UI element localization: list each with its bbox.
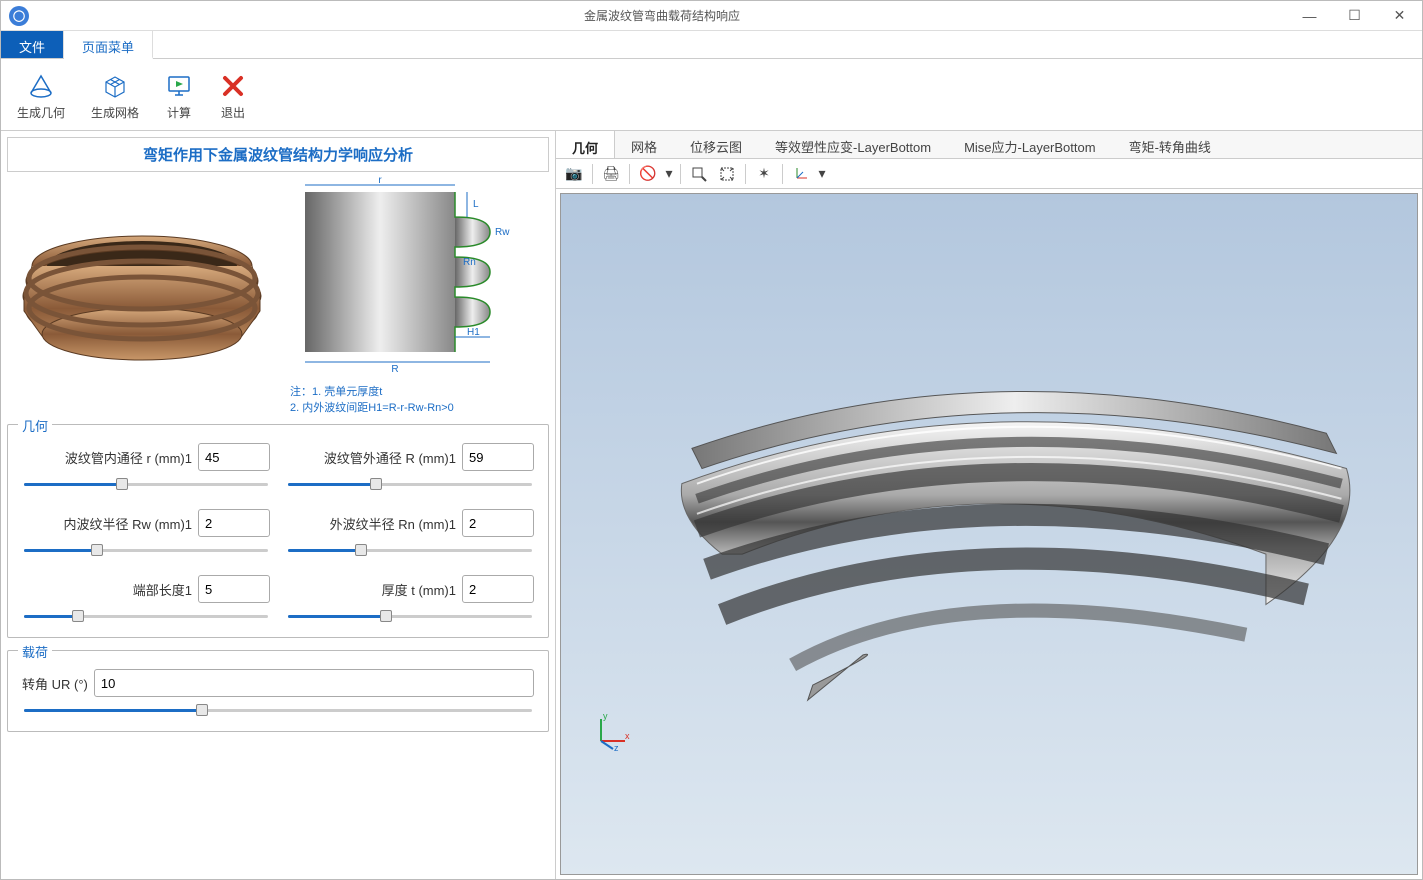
view-tab-2[interactable]: 位移云图 xyxy=(674,131,759,158)
param-rotation-angle: 转角 UR (°) xyxy=(22,669,534,717)
mesh-cube-icon xyxy=(101,72,129,100)
param-input-4[interactable] xyxy=(198,575,270,603)
axis-gizmo-icon: y x z xyxy=(591,711,631,754)
param-input-5[interactable] xyxy=(462,575,534,603)
param-label-1: 波纹管外通径 R (mm)1 xyxy=(286,448,456,467)
param-label-4: 端部长度1 xyxy=(22,580,192,599)
svg-text:z: z xyxy=(614,743,619,751)
param-slider-1[interactable] xyxy=(288,477,532,491)
app-window: ◯ 金属波纹管弯曲载荷结构响应 — ☐ ✕ 文件 页面菜单 生成几何 生成网格 xyxy=(0,0,1423,880)
svg-text:L: L xyxy=(473,199,479,210)
param-label-5: 厚度 t (mm)1 xyxy=(286,580,456,599)
camera-icon[interactable]: 📷 xyxy=(562,162,586,186)
pick-star-icon[interactable]: ✶ xyxy=(752,162,776,186)
param-label-2: 内波纹半径 Rw (mm)1 xyxy=(22,514,192,533)
geometry-group: 几何 波纹管内通径 r (mm)1 波纹管外通径 R (mm)1 内波纹半径 R… xyxy=(7,424,549,638)
rotation-angle-slider[interactable] xyxy=(24,703,532,717)
param-3: 外波纹半径 Rn (mm)1 xyxy=(286,509,534,557)
gen-mesh-label: 生成网格 xyxy=(91,104,139,121)
param-slider-5[interactable] xyxy=(288,609,532,623)
param-2: 内波纹半径 Rw (mm)1 xyxy=(22,509,270,557)
view-tab-4[interactable]: Mise应力-LayerBottom xyxy=(948,131,1112,158)
app-logo-icon: ◯ xyxy=(9,6,29,26)
param-5: 厚度 t (mm)1 xyxy=(286,575,534,623)
view-toolbar: 📷 🖨 🚫 ▾ ✶ ▾ xyxy=(556,159,1422,189)
close-button[interactable]: ✕ xyxy=(1377,1,1422,31)
bellows-render-image xyxy=(7,176,276,416)
param-4: 端部长度1 xyxy=(22,575,270,623)
cone-icon xyxy=(27,72,55,100)
param-1: 波纹管外通径 R (mm)1 xyxy=(286,443,534,491)
axes-icon[interactable] xyxy=(789,162,813,186)
svg-text:x: x xyxy=(625,731,630,741)
param-slider-2[interactable] xyxy=(24,543,268,557)
gen-geometry-label: 生成几何 xyxy=(17,104,65,121)
geometry-legend: 几何 xyxy=(18,416,52,435)
exit-button[interactable]: 退出 xyxy=(213,68,253,125)
forbid-dropdown-icon[interactable]: ▾ xyxy=(664,162,674,186)
param-input-2[interactable] xyxy=(198,509,270,537)
param-input-0[interactable] xyxy=(198,443,270,471)
view-tab-3[interactable]: 等效塑性应变-LayerBottom xyxy=(759,131,948,158)
view-tab-1[interactable]: 网格 xyxy=(615,131,674,158)
axes-dropdown-icon[interactable]: ▾ xyxy=(817,162,827,186)
param-slider-3[interactable] xyxy=(288,543,532,557)
view-tab-0[interactable]: 几何 xyxy=(556,131,615,158)
maximize-button[interactable]: ☐ xyxy=(1332,1,1377,31)
left-panel: 弯矩作用下金属波纹管结构力学响应分析 xyxy=(1,131,555,879)
diagram-note: 注：1. 壳单元厚度t 2. 内外波纹间距H1=R-r-Rw-Rn>0 xyxy=(280,383,454,415)
param-label-3: 外波纹半径 Rn (mm)1 xyxy=(286,514,456,533)
param-label-0: 波纹管内通径 r (mm)1 xyxy=(22,448,192,467)
menu-file[interactable]: 文件 xyxy=(1,31,64,58)
menu-page[interactable]: 页面菜单 xyxy=(64,31,153,59)
panel-title: 弯矩作用下金属波纹管结构力学响应分析 xyxy=(7,137,549,172)
param-slider-4[interactable] xyxy=(24,609,268,623)
param-input-3[interactable] xyxy=(462,509,534,537)
menu-bar: 文件 页面菜单 xyxy=(1,31,1422,59)
bellows-diagram-image: r L Rw Rn H1 R 注：1. 壳单元厚度t 2. 内外波纹间距H1=R… xyxy=(280,176,549,416)
view-tab-5[interactable]: 弯矩-转角曲线 xyxy=(1113,131,1228,158)
minimize-button[interactable]: — xyxy=(1287,1,1332,31)
zoom-fit-icon[interactable] xyxy=(715,162,739,186)
play-monitor-icon xyxy=(165,72,193,100)
print-icon[interactable]: 🖨 xyxy=(599,162,623,186)
window-title: 金属波纹管弯曲载荷结构响应 xyxy=(37,7,1287,24)
exit-label: 退出 xyxy=(221,104,245,121)
compute-label: 计算 xyxy=(167,104,191,121)
right-panel: 几何网格位移云图等效塑性应变-LayerBottomMise应力-LayerBo… xyxy=(555,131,1422,879)
load-legend: 载荷 xyxy=(18,642,52,661)
svg-text:Rn: Rn xyxy=(463,257,476,268)
param-input-1[interactable] xyxy=(462,443,534,471)
title-bar: ◯ 金属波纹管弯曲载荷结构响应 — ☐ ✕ xyxy=(1,1,1422,31)
compute-button[interactable]: 计算 xyxy=(159,68,199,125)
svg-text:H1: H1 xyxy=(467,327,480,338)
load-group: 载荷 转角 UR (°) xyxy=(7,650,549,732)
gen-geometry-button[interactable]: 生成几何 xyxy=(11,68,71,125)
zoom-box-icon[interactable] xyxy=(687,162,711,186)
param-0: 波纹管内通径 r (mm)1 xyxy=(22,443,270,491)
ribbon: 生成几何 生成网格 计算 退出 xyxy=(1,59,1422,131)
svg-text:y: y xyxy=(603,711,608,721)
svg-text:R: R xyxy=(391,364,398,375)
rotation-angle-input[interactable] xyxy=(94,669,534,697)
param-slider-0[interactable] xyxy=(24,477,268,491)
viewport-3d[interactable]: y x z xyxy=(560,193,1418,875)
gen-mesh-button[interactable]: 生成网格 xyxy=(85,68,145,125)
forbid-icon[interactable]: 🚫 xyxy=(636,162,660,186)
reference-images: r L Rw Rn H1 R 注：1. 壳单元厚度t 2. 内外波纹间距H1=R… xyxy=(7,176,549,416)
view-tabs: 几何网格位移云图等效塑性应变-LayerBottomMise应力-LayerBo… xyxy=(556,131,1422,159)
rotation-angle-label: 转角 UR (°) xyxy=(22,674,88,693)
close-x-icon xyxy=(219,72,247,100)
svg-text:Rw: Rw xyxy=(495,227,510,238)
